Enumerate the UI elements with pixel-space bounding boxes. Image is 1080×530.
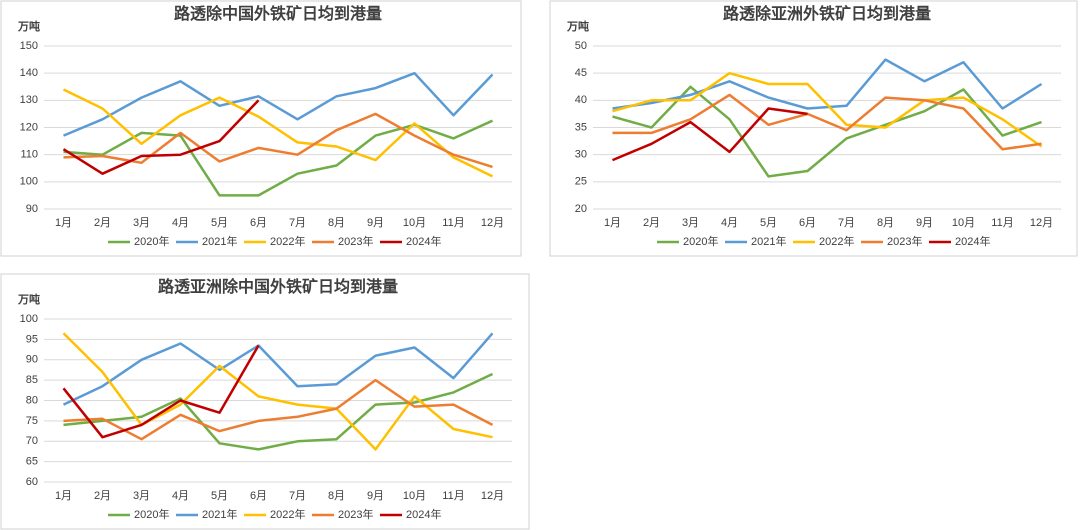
series-line — [612, 107, 808, 162]
x-tick-label: 3月 — [133, 217, 150, 229]
series-line — [62, 344, 260, 439]
y-tick-label: 90 — [26, 354, 38, 366]
legend-label: 2021年 — [751, 234, 786, 248]
legend-label: 2023年 — [338, 234, 373, 248]
x-tick-label: 5月 — [211, 217, 228, 229]
x-tick-label: 5月 — [760, 217, 777, 229]
x-tick-label: 9月 — [367, 217, 384, 229]
legend-label: 2023年 — [887, 234, 922, 248]
y-unit: 万吨 — [566, 19, 589, 33]
y-tick-label: 95 — [26, 333, 38, 345]
x-tick-label: 11月 — [991, 217, 1013, 229]
x-tick-label: 2月 — [643, 217, 660, 229]
legend-label: 2021年 — [202, 234, 237, 248]
series-line — [63, 112, 493, 169]
y-tick-label: 140 — [20, 67, 38, 79]
y-tick-label: 70 — [26, 435, 38, 447]
x-tick-label: 9月 — [916, 217, 933, 229]
x-tick-label: 3月 — [133, 490, 150, 502]
x-tick-label: 6月 — [799, 217, 816, 229]
series-line — [62, 332, 494, 406]
series-line — [62, 99, 260, 175]
y-tick-label: 40 — [575, 94, 587, 106]
y-tick-label: 90 — [26, 203, 38, 215]
x-tick-label: 5月 — [211, 490, 228, 502]
series-line — [63, 71, 494, 137]
y-tick-label: 150 — [20, 40, 38, 52]
series-line — [612, 58, 1043, 110]
y-tick-label: 80 — [26, 394, 38, 406]
x-tick-label: 8月 — [328, 217, 345, 229]
legend-label: 2022年 — [270, 234, 305, 248]
x-tick-label: 4月 — [172, 217, 189, 229]
chart-title: 路透除中国外铁矿日均到港量 — [174, 4, 382, 23]
chart-title: 路透亚洲除中国外铁矿日均到港量 — [158, 277, 398, 296]
y-tick-label: 130 — [20, 94, 38, 106]
chart-title: 路透除亚洲外铁矿日均到港量 — [723, 4, 931, 23]
chart-frame — [549, 0, 1078, 257]
x-tick-label: 1月 — [55, 490, 72, 502]
x-tick-label: 9月 — [367, 490, 384, 502]
y-tick-label: 20 — [575, 203, 587, 215]
y-tick-label: 50 — [575, 40, 587, 52]
x-tick-label: 7月 — [289, 217, 306, 229]
legend-label: 2022年 — [819, 234, 854, 248]
series-line — [62, 332, 493, 451]
y-tick-label: 75 — [26, 415, 38, 427]
x-tick-label: 6月 — [250, 217, 267, 229]
x-tick-label: 10月 — [952, 217, 975, 229]
x-tick-label: 10月 — [403, 217, 426, 229]
y-tick-label: 85 — [26, 374, 38, 386]
y-tick-label: 45 — [575, 67, 587, 79]
series-line — [612, 93, 1042, 151]
x-tick-label: 1月 — [55, 217, 72, 229]
legend-label: 2023年 — [338, 507, 373, 521]
x-tick-label: 2月 — [94, 490, 111, 502]
y-tick-label: 25 — [575, 176, 587, 188]
y-tick-label: 35 — [575, 121, 587, 133]
y-tick-label: 100 — [20, 313, 38, 325]
x-tick-label: 2月 — [94, 217, 111, 229]
series-line — [612, 71, 1043, 148]
legend-label: 2020年 — [683, 234, 718, 248]
legend-label: 2024年 — [955, 234, 990, 248]
x-tick-label: 12月 — [481, 490, 504, 502]
series-line — [62, 88, 494, 178]
x-tick-label: 8月 — [328, 490, 345, 502]
legend-label: 2022年 — [270, 507, 305, 521]
x-tick-label: 12月 — [1030, 217, 1053, 229]
legend-label: 2020年 — [134, 234, 169, 248]
y-tick-label: 60 — [26, 476, 38, 488]
y-tick-label: 30 — [575, 149, 587, 161]
x-tick-label: 7月 — [289, 490, 306, 502]
x-tick-label: 4月 — [721, 217, 738, 229]
x-tick-label: 7月 — [838, 217, 855, 229]
x-tick-label: 12月 — [481, 217, 504, 229]
chart-frame — [0, 0, 522, 257]
y-tick-label: 100 — [20, 176, 38, 188]
y-unit: 万吨 — [17, 292, 40, 306]
x-tick-label: 11月 — [442, 217, 464, 229]
x-tick-label: 6月 — [250, 490, 267, 502]
y-tick-label: 120 — [20, 121, 38, 133]
series-line — [63, 378, 494, 441]
series-line — [612, 85, 1042, 178]
x-tick-label: 3月 — [682, 217, 699, 229]
y-unit: 万吨 — [17, 19, 40, 33]
y-tick-label: 65 — [26, 456, 38, 468]
x-tick-label: 11月 — [442, 490, 464, 502]
legend-label: 2024年 — [406, 234, 441, 248]
x-tick-label: 1月 — [604, 217, 621, 229]
chart-frame — [0, 273, 530, 530]
x-tick-label: 8月 — [877, 217, 894, 229]
x-tick-label: 10月 — [403, 490, 426, 502]
legend-label: 2024年 — [406, 507, 441, 521]
legend-label: 2021年 — [202, 507, 237, 521]
y-tick-label: 110 — [20, 149, 38, 161]
x-tick-label: 4月 — [172, 490, 189, 502]
legend-label: 2020年 — [134, 507, 169, 521]
